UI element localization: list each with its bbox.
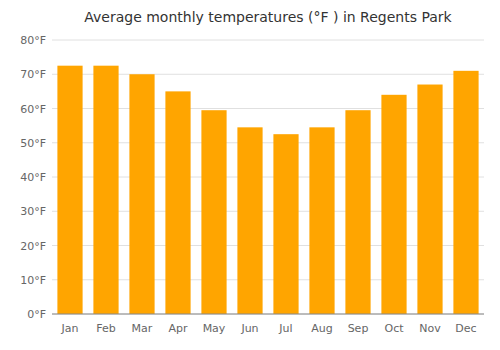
x-tick-label: Sep (348, 322, 369, 335)
chart-container: Average monthly temperatures (°F ) in Re… (0, 0, 500, 350)
x-tick-label: Jun (240, 322, 258, 335)
y-tick-label: 30°F (20, 205, 46, 218)
bar (93, 66, 118, 314)
x-tick-label: Apr (168, 322, 188, 335)
x-tick-label: Mar (132, 322, 153, 335)
bar (273, 134, 298, 314)
grid-line (52, 314, 484, 315)
bar (381, 95, 406, 314)
bar (237, 127, 262, 314)
bar (57, 66, 82, 314)
x-tick-label: Oct (384, 322, 404, 335)
y-tick-label: 80°F (20, 34, 46, 47)
grid-line (52, 40, 484, 41)
chart-title: Average monthly temperatures (°F ) in Re… (84, 9, 452, 25)
bar (417, 85, 442, 314)
x-tick-label: Feb (96, 322, 115, 335)
bar (129, 74, 154, 314)
x-tick-label: Dec (455, 322, 476, 335)
y-tick-label: 10°F (20, 274, 46, 287)
x-tick-label: Jan (61, 322, 79, 335)
grid (52, 40, 484, 314)
bar (309, 127, 334, 314)
x-tick-label: Aug (311, 322, 332, 335)
chart: Average monthly temperatures (°F ) in Re… (0, 0, 500, 350)
y-tick-label: 20°F (20, 240, 46, 253)
bar (201, 110, 226, 314)
y-tick-label: 40°F (20, 171, 46, 184)
x-axis-line (52, 314, 484, 315)
y-tick-label: 50°F (20, 137, 46, 150)
bars (57, 66, 478, 314)
y-axis: 0°F 10°F 20°F 30°F 40°F 50°F 60°F 70°F 80°F (20, 34, 46, 321)
x-tick-label: Nov (419, 322, 441, 335)
bar (453, 71, 478, 314)
bar (345, 110, 370, 314)
x-tick-label: Jul (278, 322, 292, 335)
x-axis: Jan Feb Mar Apr May Jun Jul Aug Sep Oct Nov Dec (61, 322, 477, 335)
bar (165, 91, 190, 314)
y-tick-label: 0°F (27, 308, 46, 321)
y-tick-label: 70°F (20, 68, 46, 81)
y-tick-label: 60°F (20, 103, 46, 116)
x-tick-label: May (203, 322, 226, 335)
